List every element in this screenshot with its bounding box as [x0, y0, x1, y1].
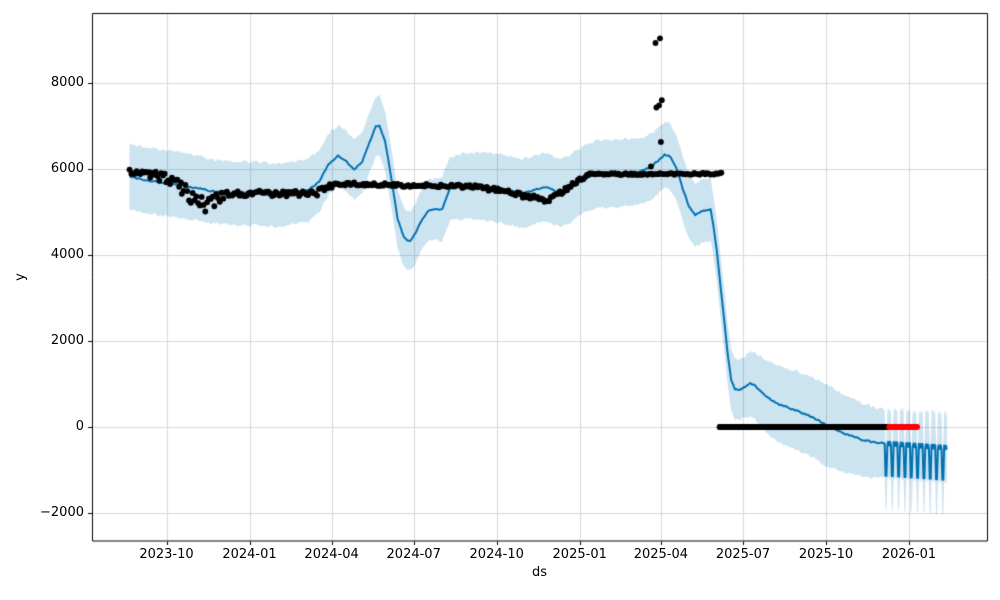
- x-axis-label: ds: [531, 565, 548, 580]
- y-tick-label: 0: [75, 419, 84, 434]
- x-tick-label: 2024-07: [386, 546, 441, 562]
- y-tick-label: 4000: [50, 247, 84, 262]
- x-tick-label: 2024-10: [469, 546, 524, 562]
- y-tick-label: 6000: [50, 161, 84, 176]
- y-tick-label: −2000: [40, 505, 84, 520]
- x-tick-label: 2024-04: [304, 546, 359, 562]
- x-tick-label: 2026-01: [881, 546, 937, 562]
- x-tick-label: 2025-01: [552, 546, 607, 562]
- y-axis-label: y: [13, 273, 28, 281]
- x-tick-label: 2025-07: [715, 546, 771, 562]
- x-tick-label: 2025-10: [798, 546, 854, 562]
- y-tick-label: 8000: [50, 75, 84, 90]
- y-tick-label: 2000: [50, 333, 84, 348]
- x-tick-label: 2023-10: [139, 546, 194, 562]
- x-tick-label: 2025-04: [633, 546, 689, 562]
- x-tick-label: 2024-01: [222, 546, 277, 562]
